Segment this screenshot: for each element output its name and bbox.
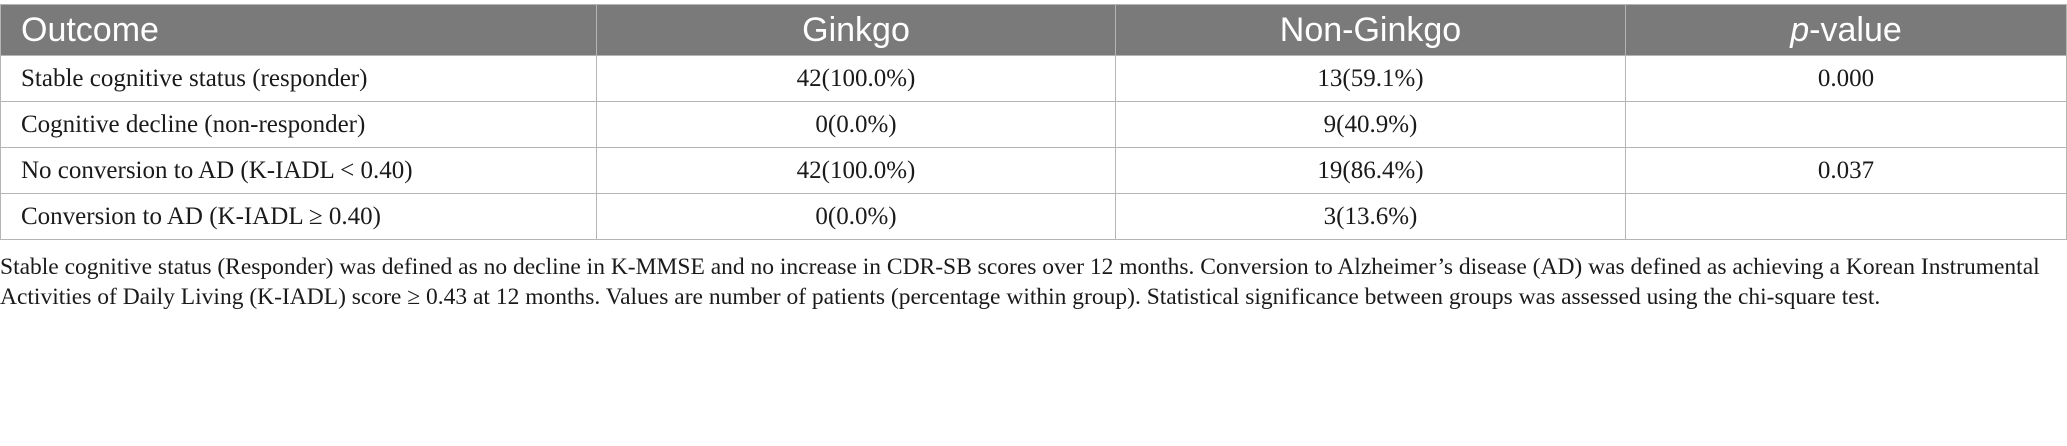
cell-outcome: Stable cognitive status (responder) (0, 55, 597, 102)
table-row: Conversion to AD (K-IADL ≥ 0.40) 0(0.0%)… (0, 193, 2067, 240)
cell-ginkgo: 42(100.0%) (596, 55, 1116, 102)
cell-p-value (1625, 193, 2067, 240)
cell-outcome: Conversion to AD (K-IADL ≥ 0.40) (0, 193, 597, 240)
cell-outcome: No conversion to AD (K-IADL < 0.40) (0, 147, 597, 194)
header-p-italic: p (1790, 10, 1810, 49)
cell-non-ginkgo: 3(13.6%) (1115, 193, 1626, 240)
table-row: Stable cognitive status (responder) 42(1… (0, 55, 2067, 102)
table-row: No conversion to AD (K-IADL < 0.40) 42(1… (0, 147, 2067, 194)
cell-ginkgo: 42(100.0%) (596, 147, 1116, 194)
cell-ginkgo: 0(0.0%) (596, 101, 1116, 148)
table-row: Cognitive decline (non-responder) 0(0.0%… (0, 101, 2067, 148)
results-table: Outcome Ginkgo Non-Ginkgo p-value Stable… (0, 4, 2067, 240)
cell-non-ginkgo: 19(86.4%) (1115, 147, 1626, 194)
cell-p-value: 0.000 (1625, 55, 2067, 102)
cell-p-value (1625, 101, 2067, 148)
results-table-container: Outcome Ginkgo Non-Ginkgo p-value Stable… (0, 4, 2067, 240)
cell-non-ginkgo: 9(40.9%) (1115, 101, 1626, 148)
header-non-ginkgo: Non-Ginkgo (1115, 4, 1626, 56)
header-ginkgo: Ginkgo (596, 4, 1116, 56)
cell-non-ginkgo: 13(59.1%) (1115, 55, 1626, 102)
cell-outcome: Cognitive decline (non-responder) (0, 101, 597, 148)
cell-p-value: 0.037 (1625, 147, 2067, 194)
cell-ginkgo: 0(0.0%) (596, 193, 1116, 240)
table-footnote: Stable cognitive status (Responder) was … (0, 254, 2040, 310)
table-header-row: Outcome Ginkgo Non-Ginkgo p-value (0, 4, 2067, 56)
header-outcome: Outcome (0, 4, 597, 56)
header-p-rest: -value (1809, 10, 1902, 49)
header-p-value: p-value (1625, 4, 2067, 56)
